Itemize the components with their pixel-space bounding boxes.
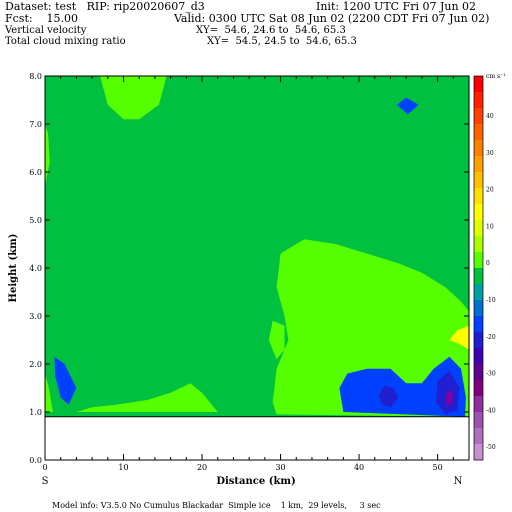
colorbar-swatch-8 bbox=[474, 204, 483, 221]
colorbar-swatch-5 bbox=[474, 156, 483, 173]
colorbar-label-1: 30 bbox=[486, 150, 494, 157]
x-axis: 0 10 20 30 40 50 bbox=[42, 76, 470, 472]
y-tick-label-0: 0.0 bbox=[29, 456, 42, 465]
colorbar-swatch-10 bbox=[474, 236, 483, 253]
y-tick-label-3: 3.0 bbox=[29, 312, 42, 321]
x-axis-title: Distance (km) bbox=[216, 476, 295, 487]
colorbar-label-5: -10 bbox=[486, 297, 496, 304]
region-blue-7 bbox=[339, 356, 466, 417]
y-tick-label-4: 4.0 bbox=[29, 264, 42, 273]
region-light-green-1 bbox=[45, 124, 50, 187]
north-label: N bbox=[454, 476, 463, 487]
colorbar-swatch-7 bbox=[474, 188, 483, 205]
colorbar-swatch-2 bbox=[474, 108, 483, 125]
region-light-green-4 bbox=[272, 239, 469, 417]
colorbar-label-4: 0 bbox=[486, 260, 490, 267]
region-light-green-5 bbox=[268, 320, 285, 360]
colorbar-swatch-4 bbox=[474, 140, 483, 157]
field2-xy: XY= 54.5, 24.5 to 54.6, 65.3 bbox=[207, 36, 357, 47]
y-axis: 0.0 1.0 2.0 3.0 4.0 5.0 6.0 7.0 8.0 bbox=[29, 72, 469, 465]
y-tick-label-1: 1.0 bbox=[29, 408, 42, 417]
region-light-green-0 bbox=[100, 76, 167, 120]
valid-line: Valid: 0300 UTC Sat 08 Jun 02 (2200 CDT … bbox=[174, 12, 490, 25]
x-tick-label-3: 30 bbox=[275, 463, 285, 472]
colorbar-swatch-0 bbox=[474, 76, 483, 93]
region-darker-blue-10 bbox=[378, 385, 399, 408]
colorbar-swatch-23 bbox=[474, 444, 483, 461]
y-axis-title: Height (km) bbox=[8, 234, 19, 303]
colorbar-swatch-9 bbox=[474, 220, 483, 237]
colorbar-swatch-13 bbox=[474, 284, 483, 301]
init-line: Init: 1200 UTC Fri 07 Jun 02 bbox=[316, 0, 477, 13]
terrain-fill bbox=[45, 416, 469, 460]
x-tick-label-0: 0 bbox=[42, 463, 47, 472]
colorbar-frame bbox=[473, 75, 484, 461]
colorbar-swatch-15 bbox=[474, 316, 483, 333]
dataset-line: Dataset: test RIP: rip20020607_d3 bbox=[5, 0, 205, 13]
colorbar-label-6: -20 bbox=[486, 334, 496, 341]
colorbar-swatch-16 bbox=[474, 332, 483, 349]
fcst-line: Fcst: 15.00 bbox=[5, 12, 79, 25]
field2-name: Total cloud mixing ratio bbox=[5, 36, 126, 47]
colorbar-swatch-20 bbox=[474, 396, 483, 413]
colorbar-unit: cm s⁻¹ bbox=[486, 73, 506, 80]
x-tick-label-1: 10 bbox=[118, 463, 128, 472]
colorbar-label-0: 40 bbox=[486, 113, 494, 120]
colorbar-label-2: 20 bbox=[486, 187, 494, 194]
colorbar-swatch-14 bbox=[474, 300, 483, 317]
colorbar-swatch-21 bbox=[474, 412, 483, 429]
colorbar-swatch-22 bbox=[474, 428, 483, 445]
colorbar-swatch-19 bbox=[474, 380, 483, 397]
x-tick-label-4: 40 bbox=[354, 463, 364, 472]
region-yellow-6 bbox=[449, 325, 469, 350]
field1-xy: XY= 54.6, 24.6 to 54.6, 65.3 bbox=[196, 25, 346, 36]
colorbar-label-8: -40 bbox=[486, 407, 496, 414]
region-light-green-3 bbox=[76, 383, 218, 412]
region-light-green-2 bbox=[45, 373, 53, 412]
colorbar-swatch-1 bbox=[474, 92, 483, 109]
colorbar: 40 30 20 10 0 -10 -20 -30 -40 -50 bbox=[473, 75, 496, 461]
colorbar-swatch-6 bbox=[474, 172, 483, 189]
contour-regions bbox=[45, 76, 469, 417]
region-blue-9 bbox=[396, 97, 419, 115]
colorbar-label-3: 10 bbox=[486, 223, 494, 230]
region-purple-12 bbox=[445, 390, 454, 405]
region-blue-8 bbox=[54, 356, 77, 405]
colorbar-swatch-17 bbox=[474, 348, 483, 365]
colorbar-swatch-12 bbox=[474, 268, 483, 285]
colorbar-swatch-11 bbox=[474, 252, 483, 269]
y-tick-label-5: 5.0 bbox=[29, 216, 42, 225]
y-tick-label-8: 8.0 bbox=[29, 72, 42, 81]
model-info: Model info: V3.5.0 No Cumulus Blackadar … bbox=[52, 501, 381, 510]
field1-name: Vertical velocity bbox=[5, 25, 87, 36]
y-tick-label-7: 7.0 bbox=[29, 120, 42, 129]
x-tick-label-2: 20 bbox=[197, 463, 207, 472]
colorbar-swatch-3 bbox=[474, 124, 483, 141]
colorbar-label-7: -30 bbox=[486, 371, 496, 378]
y-tick-label-6: 6.0 bbox=[29, 168, 42, 177]
y-tick-label-2: 2.0 bbox=[29, 360, 42, 369]
south-label: S bbox=[42, 476, 49, 487]
x-tick-label-5: 50 bbox=[432, 463, 442, 472]
colorbar-swatch-18 bbox=[474, 364, 483, 381]
colorbar-label-9: -50 bbox=[486, 444, 496, 451]
